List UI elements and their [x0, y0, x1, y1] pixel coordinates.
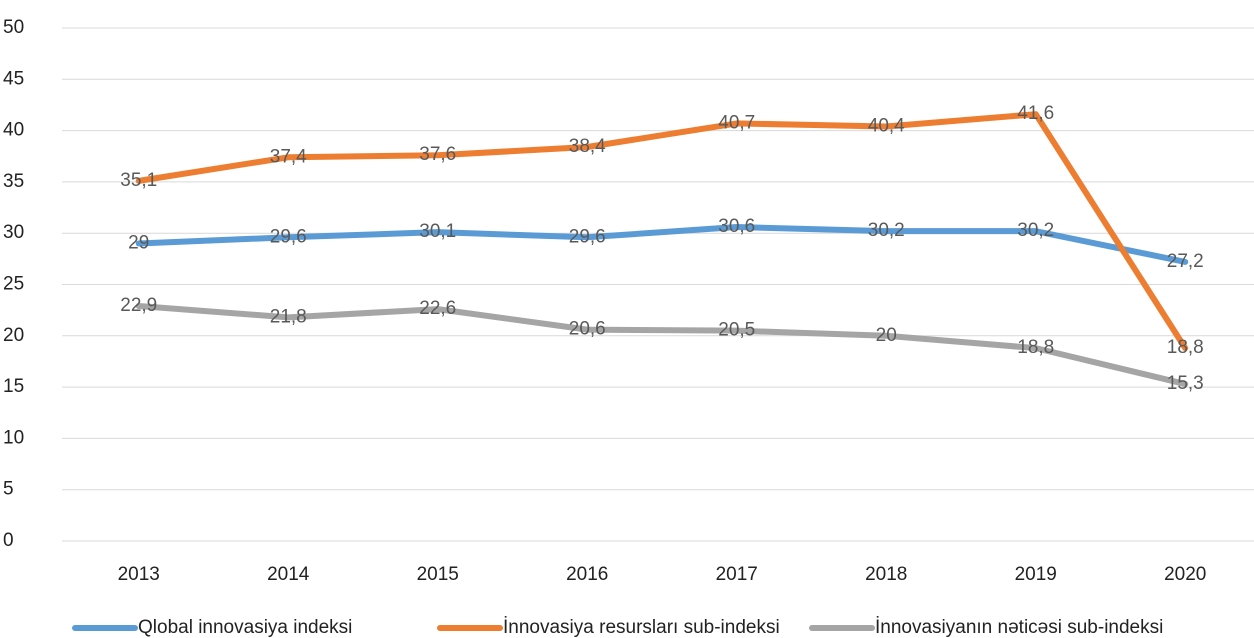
x-tick-label: 2013 — [118, 564, 160, 585]
data-label: 30,2 — [868, 220, 905, 241]
data-label: 29,6 — [569, 226, 606, 247]
x-tick-label: 2014 — [267, 564, 310, 585]
data-label: 40,4 — [868, 116, 905, 137]
y-tick-label: 5 — [3, 479, 14, 500]
x-tick-label: 2016 — [566, 564, 608, 585]
data-label: 37,6 — [419, 144, 456, 165]
data-label: 22,6 — [419, 298, 456, 319]
data-label: 41,6 — [1017, 103, 1054, 124]
y-tick-label: 25 — [3, 274, 24, 295]
y-tick-label: 30 — [3, 222, 24, 243]
legend-label: İnnovasiya resursları sub-indeksi — [503, 617, 780, 638]
data-label: 21,8 — [270, 306, 307, 327]
x-tick-label: 2018 — [865, 564, 907, 585]
data-label: 37,4 — [270, 146, 307, 167]
x-tick-label: 2017 — [716, 564, 758, 585]
data-label: 20,6 — [569, 319, 606, 340]
y-tick-label: 50 — [3, 17, 24, 38]
data-label: 29,6 — [270, 226, 307, 247]
data-label: 18,8 — [1167, 337, 1204, 358]
y-tick-label: 0 — [3, 530, 14, 551]
data-label: 22,9 — [120, 295, 157, 316]
data-label: 40,7 — [718, 112, 755, 133]
data-label: 30,1 — [419, 221, 456, 242]
y-tick-label: 15 — [3, 376, 24, 397]
y-tick-label: 10 — [3, 427, 24, 448]
data-label: 30,6 — [718, 216, 755, 237]
data-label: 20 — [876, 325, 897, 346]
data-label: 27,2 — [1167, 251, 1204, 272]
y-tick-label: 45 — [3, 68, 24, 89]
series-line — [135, 111, 1189, 352]
data-label: 29 — [128, 232, 149, 253]
series-line — [135, 224, 1189, 265]
x-tick-label: 2019 — [1015, 564, 1057, 585]
legend-label: İnnovasiyanın nəticəsi sub-indeksi — [875, 617, 1163, 638]
series-line — [135, 303, 1189, 388]
data-label: 15,3 — [1167, 373, 1204, 394]
data-label: 38,4 — [569, 136, 606, 157]
legend-label: Qlobal innovasiya indeksi — [138, 617, 352, 638]
x-tick-label: 2020 — [1164, 564, 1206, 585]
data-label: 35,1 — [120, 170, 157, 191]
data-label: 30,2 — [1017, 220, 1054, 241]
data-label: 18,8 — [1017, 337, 1054, 358]
y-tick-label: 35 — [3, 171, 24, 192]
x-tick-label: 2015 — [417, 564, 459, 585]
y-tick-label: 20 — [3, 325, 24, 346]
data-label: 20,5 — [718, 320, 755, 341]
y-tick-label: 40 — [3, 120, 24, 141]
